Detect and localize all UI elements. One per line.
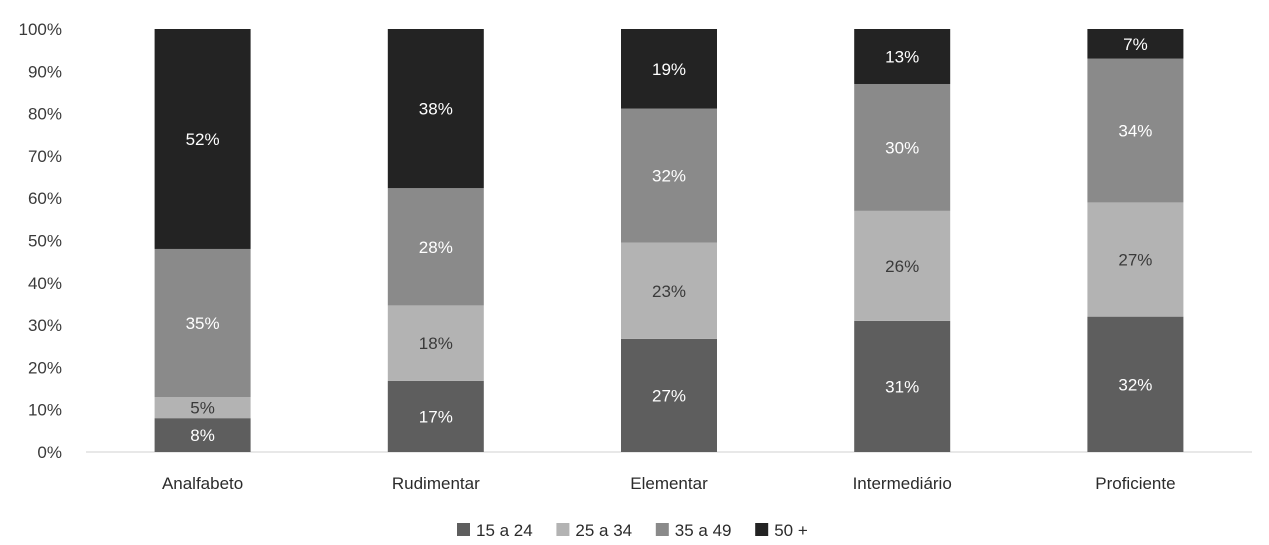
y-axis: 0% 10% 20% 30% 40% 50% 60% 70% 80% 90% 100%	[19, 20, 62, 462]
data-label: 17%	[419, 407, 453, 426]
legend-swatch	[655, 523, 669, 536]
y-tick-label: 20%	[28, 358, 62, 377]
x-axis: Analfabeto Rudimentar Elementar Intermediár…	[86, 451, 1252, 493]
bars: 8% 5% 35% 52% 17% 18% 28% 38% 27% 23% 32% 19% 31% 26%…	[154, 29, 1184, 452]
bar-segment	[1087, 316, 1184, 452]
data-label: 18%	[419, 334, 453, 353]
data-label: 5%	[190, 399, 215, 418]
bar-stack: 17% 18% 28% 38%	[387, 29, 484, 452]
y-tick-label: 10%	[28, 401, 62, 420]
bar-segment	[1087, 58, 1184, 203]
bar-segment	[154, 418, 251, 452]
data-label: 32%	[1118, 375, 1152, 394]
bar-segment	[1087, 29, 1184, 59]
x-tick-label: Proficiente	[1095, 474, 1175, 493]
legend-item: 50 +	[755, 521, 808, 540]
y-tick-label: 80%	[28, 105, 62, 124]
bar-segment	[621, 108, 717, 243]
data-label: 13%	[885, 47, 919, 66]
bar-segment	[154, 248, 251, 398]
data-label: 34%	[1118, 122, 1152, 141]
bar-segment	[621, 338, 717, 452]
data-label: 27%	[652, 386, 686, 405]
data-label: 30%	[885, 138, 919, 157]
legend-item: 15 a 24	[457, 521, 533, 540]
bar-stack: 27% 23% 32% 19%	[621, 29, 717, 452]
bar-segment	[854, 83, 951, 211]
data-label: 27%	[1118, 251, 1152, 270]
data-label: 7%	[1123, 35, 1148, 54]
bar-segment	[387, 29, 484, 189]
legend-label: 35 a 49	[675, 521, 732, 540]
data-label: 38%	[419, 100, 453, 119]
legend-label: 50 +	[774, 521, 808, 540]
bar-segment	[387, 188, 484, 306]
data-label: 35%	[186, 314, 220, 333]
y-tick-label: 60%	[28, 189, 62, 208]
legend-label: 15 a 24	[476, 521, 533, 540]
bar-segment	[854, 320, 951, 452]
bar-stack: 31% 26% 30% 13%	[854, 29, 951, 452]
data-label: 31%	[885, 377, 919, 396]
legend-swatch	[755, 523, 769, 536]
y-tick-label: 90%	[28, 62, 62, 81]
y-tick-label: 0%	[37, 443, 62, 462]
legend: 15 a 24 25 a 34 35 a 49 50 +	[457, 521, 808, 540]
legend-item: 35 a 49	[655, 521, 732, 540]
data-label: 32%	[652, 167, 686, 186]
bar-segment	[854, 29, 951, 84]
y-tick-label: 30%	[28, 316, 62, 335]
y-tick-label: 40%	[28, 274, 62, 293]
data-label: 19%	[652, 60, 686, 79]
data-label: 8%	[190, 426, 215, 445]
x-tick-label: Rudimentar	[392, 474, 480, 493]
data-label: 26%	[885, 257, 919, 276]
legend-label: 25 a 34	[575, 521, 632, 540]
data-label: 28%	[419, 238, 453, 257]
bar-stack: 32% 27% 34% 7%	[1087, 29, 1184, 452]
bar-segment	[154, 397, 251, 419]
bar-segment	[387, 380, 484, 452]
data-label: 23%	[652, 282, 686, 301]
legend-item: 25 a 34	[556, 521, 632, 540]
legend-swatch	[556, 523, 570, 536]
x-tick-label: Analfabeto	[162, 474, 243, 493]
bar-segment	[621, 242, 717, 339]
x-tick-label: Intermediário	[853, 474, 952, 493]
bar-segment	[621, 29, 717, 109]
y-tick-label: 70%	[28, 147, 62, 166]
y-tick-label: 100%	[19, 20, 62, 39]
bar-segment	[154, 29, 251, 249]
data-label: 52%	[186, 130, 220, 149]
bar-segment	[1087, 202, 1184, 317]
legend-swatch	[457, 523, 470, 536]
y-tick-label: 50%	[28, 232, 62, 251]
bar-segment	[387, 305, 484, 381]
bar-stack: 8% 5% 35% 52%	[154, 29, 251, 452]
x-tick-label: Elementar	[630, 474, 708, 493]
bar-segment	[854, 210, 951, 321]
